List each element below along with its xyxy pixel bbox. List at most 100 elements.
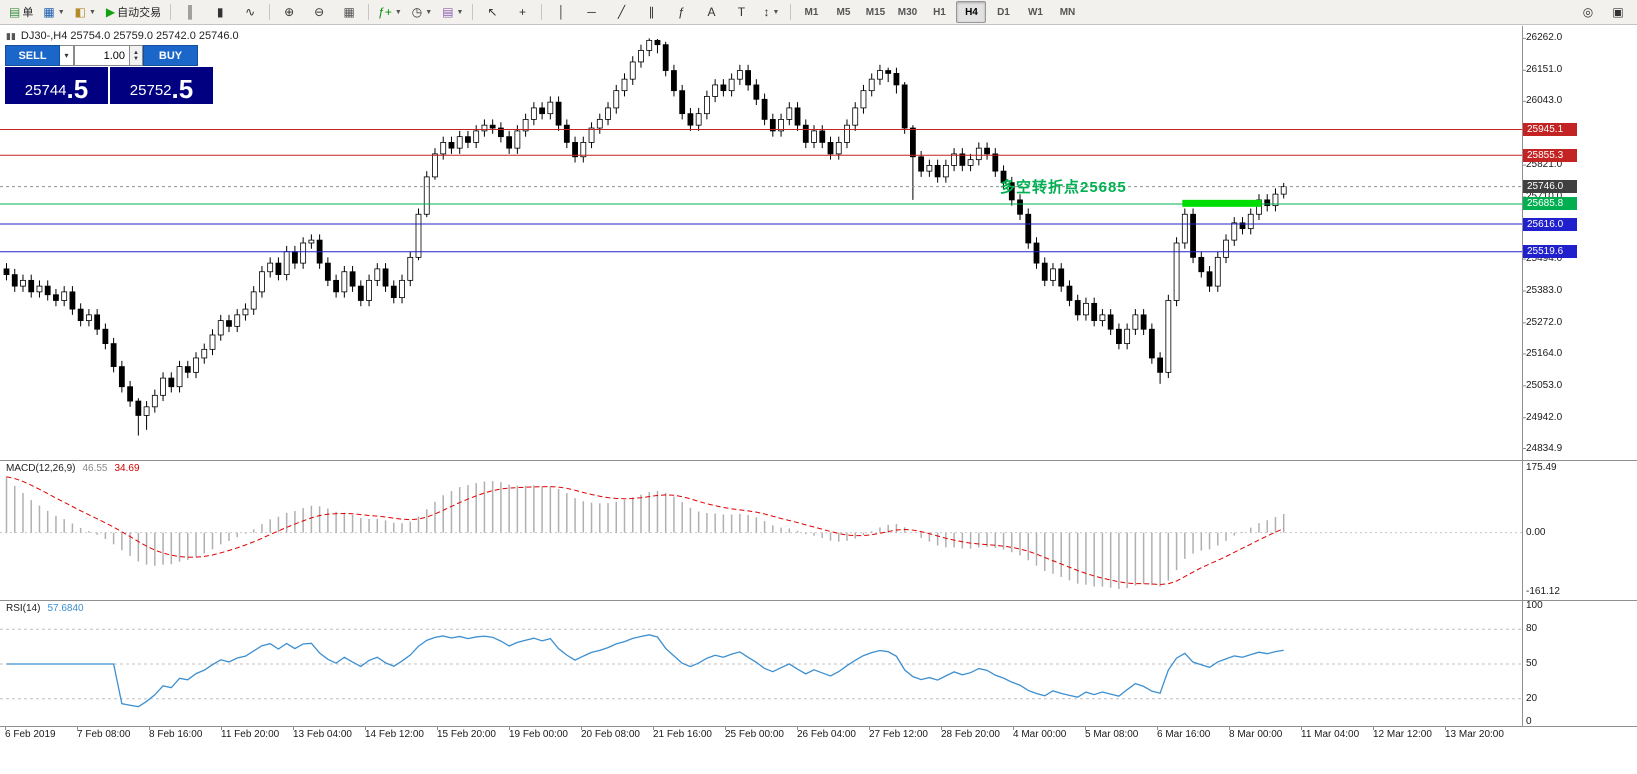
price-badge-support[interactable]: 25616.0 xyxy=(1523,217,1577,231)
tile-windows-button[interactable]: ▦ xyxy=(335,1,363,23)
toolbar-separator xyxy=(170,4,172,20)
time-axis-label: 11 Mar 04:00 xyxy=(1301,729,1360,740)
autotrade-button[interactable]: ▶ 自动交易 xyxy=(102,1,165,23)
time-axis-label: 12 Mar 12:00 xyxy=(1373,729,1432,740)
spinner-down-icon[interactable]: ▼ xyxy=(133,55,139,62)
bar-chart-button[interactable]: ║ xyxy=(176,1,204,23)
order-options-caret-icon[interactable]: ▾ xyxy=(60,45,74,66)
price-badge-support[interactable]: 25519.6 xyxy=(1523,245,1577,259)
crosshair-icon: + xyxy=(518,5,526,19)
cursor-button[interactable]: ↖ xyxy=(478,1,506,23)
time-axis-label: 13 Mar 20:00 xyxy=(1445,729,1504,740)
buy-button[interactable]: BUY xyxy=(143,45,198,66)
time-axis-label: 11 Feb 20:00 xyxy=(221,729,280,740)
tile-windows-icon: ▦ xyxy=(343,5,355,19)
tf-mn-button[interactable]: MN xyxy=(1059,6,1076,18)
chart-symbol-header: ▮▮ DJ30-,H4 25754.0 25759.0 25742.0 2574… xyxy=(6,30,239,42)
crosshair-button[interactable]: + xyxy=(508,1,536,23)
horizontal-line-button[interactable]: ─ xyxy=(577,1,605,23)
macd-signal-line xyxy=(6,476,1284,586)
sell-price-box[interactable]: 25744.5 xyxy=(5,67,108,104)
tf-m1-button[interactable]: M1 xyxy=(804,6,819,18)
macd-indicator-label: MACD(12,26,9) 46.55 34.69 xyxy=(6,463,140,474)
templates-button[interactable]: ▤ ▼ xyxy=(438,1,467,23)
indicators-button[interactable]: ƒ+ ▼ xyxy=(374,1,406,23)
price-badge-pivot[interactable]: 25685.8 xyxy=(1523,197,1577,211)
price-axis-label: 24834.9 xyxy=(1526,442,1563,454)
price-axis-label: 26262.0 xyxy=(1526,32,1563,44)
fibonacci-button[interactable]: ƒ xyxy=(667,1,695,23)
rsi-indicator-label: RSI(14) 57.6840 xyxy=(6,603,84,614)
vertical-line-button[interactable]: │ xyxy=(547,1,575,23)
text-button[interactable]: A xyxy=(697,1,725,23)
text-label-button[interactable]: T xyxy=(727,1,755,23)
time-axis-label: 26 Feb 04:00 xyxy=(797,729,856,740)
chevron-down-icon: ▼ xyxy=(394,8,402,16)
price-axis-label: 26151.0 xyxy=(1526,64,1563,76)
time-axis-label: 8 Mar 00:00 xyxy=(1229,729,1283,740)
time-axis-label: 13 Feb 04:00 xyxy=(293,729,352,740)
rsi-scale-label: 20 xyxy=(1526,692,1538,704)
channel-button[interactable]: ∥ xyxy=(637,1,665,23)
window-list-button[interactable]: ▣ xyxy=(1604,1,1632,23)
tf-m30-button[interactable]: M30 xyxy=(897,6,918,18)
spinner-up-icon[interactable]: ▲ xyxy=(133,49,139,56)
tf-h1-button[interactable]: H1 xyxy=(933,6,946,18)
toolbar-separator xyxy=(790,4,792,20)
tf-m15-button[interactable]: M15 xyxy=(865,6,886,18)
periods-button[interactable]: ◷ ▼ xyxy=(408,1,436,23)
pivot-highlight-bar[interactable] xyxy=(1182,199,1262,207)
arrows-button[interactable]: ↕ ▼ xyxy=(757,1,785,23)
price-axis-label: 25053.0 xyxy=(1526,379,1563,391)
profiles-button[interactable]: ◧ ▼ xyxy=(71,1,100,23)
rsi-scale-label: 80 xyxy=(1526,623,1538,635)
zoom-in-button[interactable]: ⊕ xyxy=(275,1,303,23)
tf-h4-button[interactable]: H4 xyxy=(956,1,987,23)
cursor-icon: ↖ xyxy=(487,5,498,19)
price-axis-label: 25821.0 xyxy=(1526,159,1563,171)
level-lines xyxy=(0,128,1522,253)
tf-m5-button[interactable]: M5 xyxy=(836,6,851,18)
toolbar-separator xyxy=(269,4,271,20)
search-button[interactable]: ◎ xyxy=(1574,1,1602,23)
price-badge-current-price[interactable]: 25746.0 xyxy=(1523,180,1577,194)
buy-price-box[interactable]: 25752.5 xyxy=(110,67,213,104)
text-label-icon: T xyxy=(737,5,746,19)
toolbar-separator xyxy=(472,4,474,20)
one-click-controls: SELL ▾ ▲▼ BUY xyxy=(5,45,213,66)
macd-value-main: 46.55 xyxy=(82,463,108,474)
price-badge-resistance[interactable]: 25945.1 xyxy=(1523,122,1577,136)
trendline-button[interactable]: ╱ xyxy=(607,1,635,23)
arrows-icon: ↕ xyxy=(763,5,770,19)
chevron-down-icon: ▼ xyxy=(88,8,96,16)
macd-value-signal: 34.69 xyxy=(114,463,140,474)
new-order-button[interactable]: ▤ 单 xyxy=(5,1,37,23)
toolbar-separator xyxy=(368,4,370,20)
zoom-out-button[interactable]: ⊖ xyxy=(305,1,333,23)
horizontal-line-icon: ─ xyxy=(587,5,596,19)
sell-button[interactable]: SELL xyxy=(5,45,60,66)
tf-d1-button[interactable]: D1 xyxy=(997,6,1010,18)
one-click-trading-panel: SELL ▾ ▲▼ BUY 25744.5 25752.5 xyxy=(5,45,213,104)
price-badge-resistance[interactable]: 25855.3 xyxy=(1523,148,1577,162)
volume-spinner[interactable]: ▲ ▼ xyxy=(130,45,143,66)
templates-icon: ▤ xyxy=(442,5,454,19)
macd-scale-label: 175.49 xyxy=(1526,462,1557,473)
search-icon: ◎ xyxy=(1582,5,1594,19)
buy-price-pip: .5 xyxy=(171,74,194,104)
candlestick-icon: ▮ xyxy=(216,5,224,19)
line-chart-button[interactable]: ∿ xyxy=(236,1,264,23)
price-axis-label: 25164.0 xyxy=(1526,347,1563,359)
macd-histogram xyxy=(5,476,1285,590)
candlestick-button[interactable]: ▮ xyxy=(206,1,234,23)
time-axis-label: 20 Feb 08:00 xyxy=(581,729,640,740)
periods-icon: ◷ xyxy=(411,5,423,19)
trendline-icon: ╱ xyxy=(617,5,626,19)
volume-input[interactable] xyxy=(74,45,130,66)
tf-w1-button[interactable]: W1 xyxy=(1027,6,1043,18)
time-axis-label: 6 Feb 2019 xyxy=(5,729,56,740)
price-axis-label: 25710.0 xyxy=(1526,191,1562,203)
charts-button[interactable]: ▦ ▼ xyxy=(39,1,68,23)
